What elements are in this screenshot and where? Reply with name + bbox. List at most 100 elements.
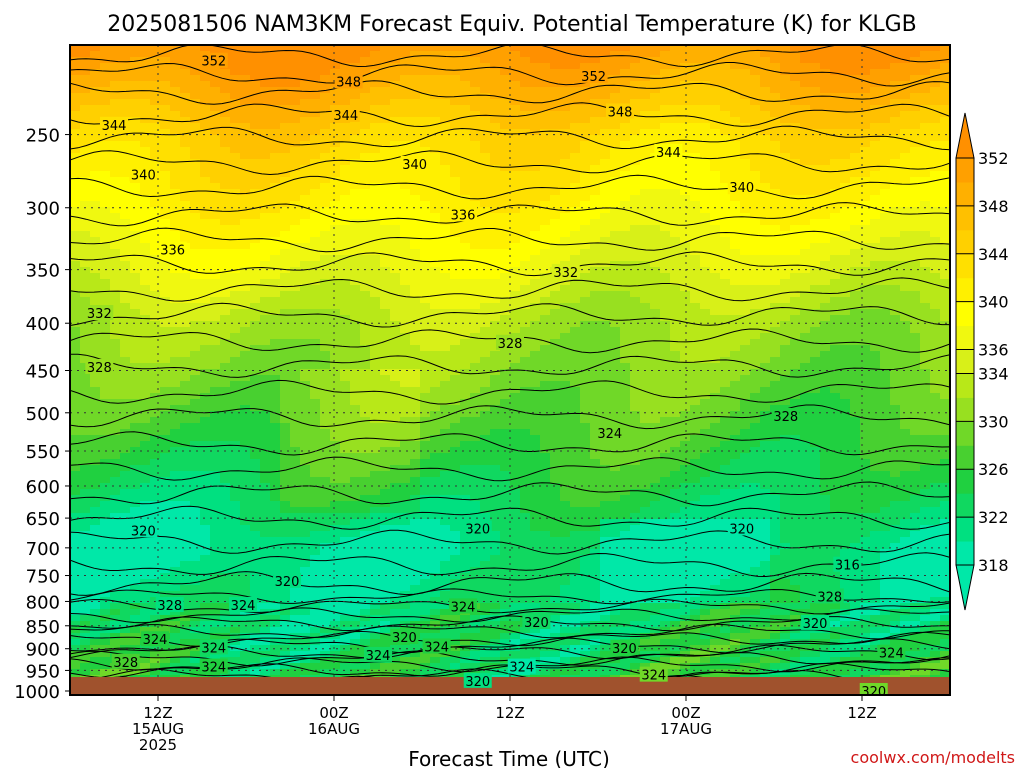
band-cell [80, 267, 91, 274]
band-cell [150, 555, 161, 562]
band-cell [170, 63, 181, 70]
band-cell [230, 489, 241, 496]
band-cell [310, 465, 321, 472]
band-cell [120, 165, 131, 172]
band-cell [510, 267, 521, 274]
band-cell [450, 345, 461, 352]
band-cell [370, 315, 381, 322]
band-cell [460, 51, 471, 58]
band-cell [250, 225, 261, 232]
band-cell [90, 123, 101, 130]
band-cell [320, 93, 331, 100]
band-cell [160, 417, 171, 424]
band-cell [500, 597, 511, 604]
band-cell [240, 255, 251, 262]
band-cell [250, 63, 261, 70]
band-cell [450, 627, 461, 634]
band-cell [320, 501, 331, 508]
band-cell [230, 213, 241, 220]
band-cell [250, 267, 261, 274]
band-cell [70, 135, 81, 142]
band-cell [220, 507, 231, 514]
band-cell [430, 51, 441, 58]
band-cell [340, 123, 351, 130]
band-cell [450, 531, 461, 538]
band-cell [260, 495, 271, 502]
band-cell [320, 513, 331, 520]
band-cell [130, 135, 141, 142]
band-cell [160, 363, 171, 370]
band-cell [410, 243, 421, 250]
band-cell [380, 387, 391, 394]
band-cell [210, 117, 221, 124]
band-cell [230, 81, 241, 88]
band-cell [380, 321, 391, 328]
band-cell [220, 309, 231, 316]
band-cell [360, 189, 371, 196]
band-cell [200, 87, 211, 94]
band-cell [450, 585, 461, 592]
band-cell [370, 339, 381, 346]
band-cell [460, 627, 471, 634]
band-cell [240, 531, 251, 538]
band-cell [510, 627, 521, 634]
band-cell [240, 159, 251, 166]
band-cell [80, 57, 91, 64]
band-cell [460, 543, 471, 550]
band-cell [410, 411, 421, 418]
band-cell [140, 339, 151, 346]
band-cell [240, 651, 251, 658]
band-cell [280, 165, 291, 172]
band-cell [90, 495, 101, 502]
band-cell [160, 627, 171, 634]
band-cell [240, 177, 251, 184]
band-cell [220, 291, 231, 298]
band-cell [400, 219, 411, 226]
band-cell [190, 213, 201, 220]
band-cell [460, 105, 471, 112]
band-cell [320, 261, 331, 268]
band-cell [380, 573, 391, 580]
band-cell [440, 111, 451, 118]
band-cell [520, 345, 531, 352]
band-cell [380, 381, 391, 388]
band-cell [410, 387, 421, 394]
band-cell [210, 453, 221, 460]
band-cell [340, 261, 351, 268]
band-cell [140, 249, 151, 256]
band-cell [280, 69, 291, 76]
band-cell [80, 75, 91, 82]
band-cell [130, 111, 141, 118]
band-cell [300, 369, 311, 376]
band-cell [310, 285, 321, 292]
band-cell [230, 669, 241, 676]
band-cell [220, 393, 231, 400]
band-cell [310, 399, 321, 406]
band-cell [450, 255, 461, 262]
band-cell [510, 117, 521, 124]
band-cell [150, 459, 161, 466]
band-cell [350, 135, 361, 142]
band-cell [140, 351, 151, 358]
band-cell [80, 549, 91, 556]
band-cell [420, 585, 431, 592]
band-cell [390, 231, 401, 238]
band-cell [380, 159, 391, 166]
band-cell [110, 321, 121, 328]
band-cell [260, 471, 271, 478]
band-cell [460, 135, 471, 142]
band-cell [120, 285, 131, 292]
band-cell [470, 663, 481, 670]
band-cell [120, 543, 131, 550]
band-cell [80, 585, 91, 592]
band-cell [420, 651, 431, 658]
band-cell [90, 81, 101, 88]
band-cell [130, 477, 141, 484]
band-cell [300, 171, 311, 178]
band-cell [140, 105, 151, 112]
band-cell [490, 153, 501, 160]
band-cell [280, 189, 291, 196]
band-cell [470, 561, 481, 568]
band-cell [270, 165, 281, 172]
band-cell [170, 69, 181, 76]
